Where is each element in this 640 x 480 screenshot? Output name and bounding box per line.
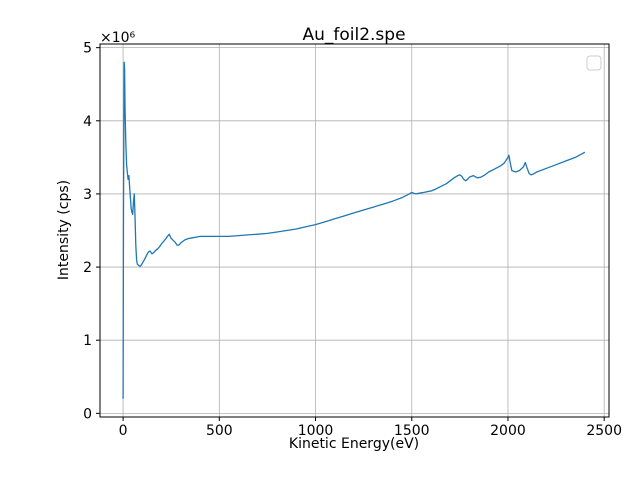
grid-lines bbox=[100, 44, 609, 417]
x-axis-label: Kinetic Energy(eV) bbox=[289, 436, 419, 452]
x-tick-label: 2000 bbox=[490, 423, 526, 439]
legend-box bbox=[586, 55, 602, 71]
y-tick-label: 4 bbox=[83, 114, 92, 130]
y-tick-label: 2 bbox=[83, 260, 92, 276]
x-tick-label: 0 bbox=[119, 423, 128, 439]
plot-frame bbox=[99, 43, 610, 418]
x-tick-label: 500 bbox=[206, 423, 233, 439]
x-tick-label: 2500 bbox=[586, 423, 622, 439]
y-offset-label: ×10⁶ bbox=[100, 30, 136, 46]
x-tick-label: 1000 bbox=[298, 423, 334, 439]
x-axis-ticks: 0 500 1000 1500 2000 2500 bbox=[119, 417, 622, 439]
y-axis-ticks: 0 1 2 3 4 5 bbox=[83, 41, 100, 422]
y-tick-label: 3 bbox=[83, 187, 92, 203]
series-line-intensity bbox=[122, 61, 586, 399]
y-axis-label: Intensity (cps) bbox=[56, 180, 72, 280]
chart-title: Au_foil2.spe bbox=[302, 25, 405, 45]
y-tick-label: 1 bbox=[83, 333, 92, 349]
y-tick-label: 5 bbox=[83, 41, 92, 57]
x-tick-label: 1500 bbox=[394, 423, 430, 439]
y-tick-label: 0 bbox=[83, 406, 92, 422]
